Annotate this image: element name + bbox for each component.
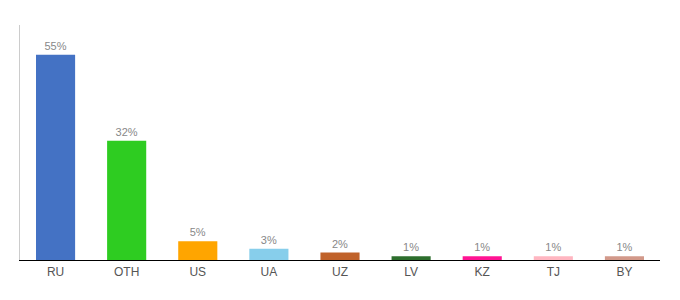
svg-text:BY: BY (616, 265, 632, 279)
svg-text:2%: 2% (332, 238, 348, 250)
svg-text:US: US (189, 265, 206, 279)
svg-text:55%: 55% (44, 40, 66, 52)
svg-text:OTH: OTH (114, 265, 139, 279)
svg-text:1%: 1% (545, 241, 561, 253)
svg-text:UZ: UZ (332, 265, 348, 279)
svg-text:32%: 32% (116, 126, 138, 138)
svg-text:1%: 1% (474, 241, 490, 253)
svg-text:RU: RU (47, 265, 64, 279)
svg-text:TJ: TJ (547, 265, 560, 279)
svg-text:1%: 1% (616, 241, 632, 253)
svg-text:3%: 3% (261, 234, 277, 246)
svg-text:LV: LV (404, 265, 418, 279)
svg-text:KZ: KZ (475, 265, 490, 279)
svg-text:1%: 1% (403, 241, 419, 253)
svg-text:5%: 5% (190, 226, 206, 238)
svg-text:UA: UA (261, 265, 278, 279)
